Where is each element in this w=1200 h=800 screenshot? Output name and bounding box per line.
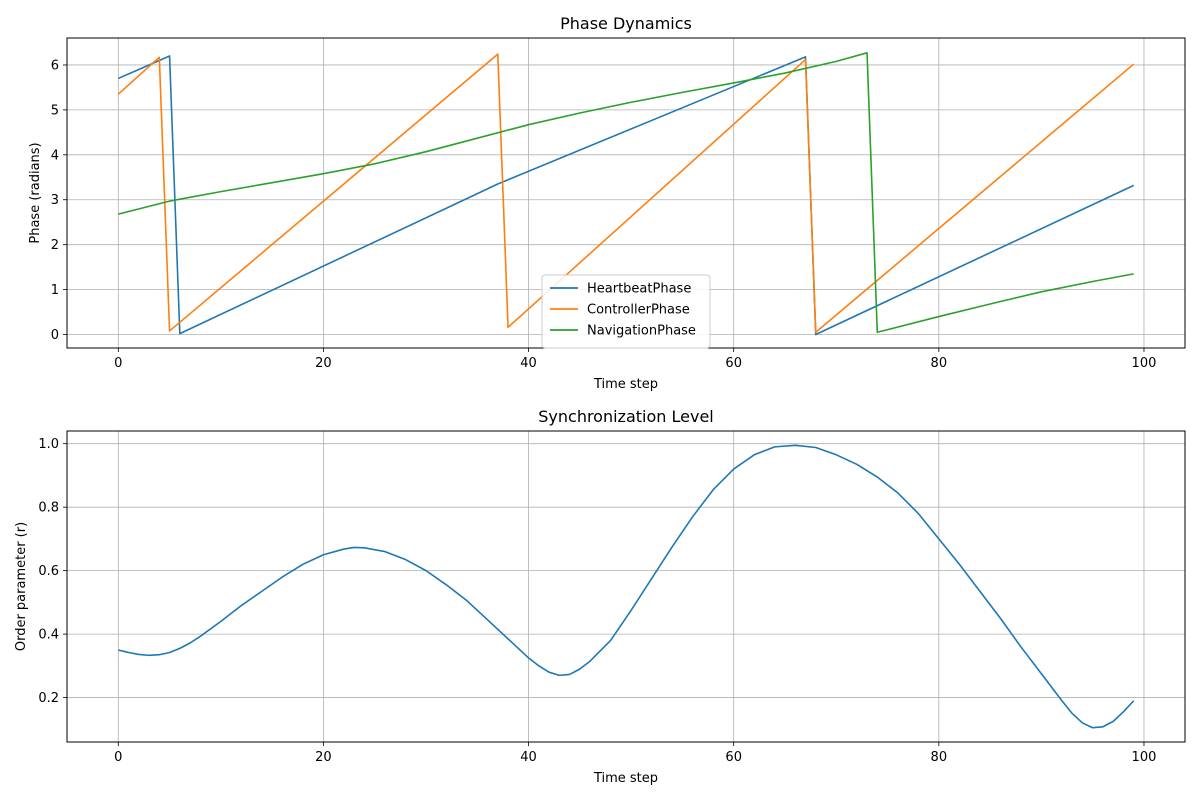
series-layer <box>117 52 1135 336</box>
x-tick-label: 60 <box>725 750 742 765</box>
x-axis-label: Time step <box>593 377 658 392</box>
y-tick-label: 0.2 <box>38 691 59 706</box>
phase-dynamics-chart: Phase Dynamics 0 20 40 60 80 100 0 1 2 3 4 5 6 Time … <box>28 14 1186 392</box>
y-axis-label: Phase (radians) <box>28 142 43 243</box>
x-tick-label: 100 <box>1132 750 1157 765</box>
grid-layer <box>67 431 1185 742</box>
synchronization-level-chart: Synchronization Level 0 20 40 60 80 100 0.2 0.4… <box>14 407 1186 786</box>
y-tick-label: 0.6 <box>38 564 59 579</box>
x-tick-label: 80 <box>931 750 948 765</box>
ticks-layer: 0 20 40 60 80 100 0 1 2 3 4 5 6 <box>51 58 1157 371</box>
heartbeat-phase-line <box>117 55 1135 336</box>
y-tick-label: 0.8 <box>38 501 59 516</box>
y-tick-label: 4 <box>51 148 59 163</box>
y-tick-label: 5 <box>51 103 59 118</box>
ticks-layer: 0 20 40 60 80 100 0.2 0.4 0.6 0.8 1.0 <box>38 437 1156 765</box>
y-tick-label: 6 <box>51 58 59 73</box>
controller-phase-line <box>117 53 1135 334</box>
x-axis-label: Time step <box>593 771 658 786</box>
chart-title: Phase Dynamics <box>560 14 692 33</box>
chart-title: Synchronization Level <box>538 407 713 426</box>
x-tick-label: 60 <box>725 356 742 371</box>
y-axis-label: Order parameter (r) <box>14 522 29 651</box>
legend: HeartbeatPhase ControllerPhase NavigationP… <box>541 274 711 349</box>
x-tick-label: 0 <box>114 356 122 371</box>
grid-layer <box>67 38 1185 348</box>
axes-frame <box>66 430 1186 743</box>
x-tick-label: 20 <box>315 356 332 371</box>
y-tick-label: 1.0 <box>38 437 59 452</box>
legend-label-heartbeat-phase: HeartbeatPhase <box>587 282 691 297</box>
x-tick-label: 0 <box>114 750 122 765</box>
y-tick-label: 2 <box>51 238 59 253</box>
x-tick-label: 100 <box>1132 356 1157 371</box>
legend-label-controller-phase: ControllerPhase <box>587 303 690 318</box>
x-tick-label: 80 <box>931 356 948 371</box>
series-layer <box>118 444 1135 729</box>
legend-label-navigation-phase: NavigationPhase <box>587 324 696 339</box>
navigation-phase-line <box>118 52 1134 334</box>
order-parameter-line <box>118 444 1135 729</box>
y-tick-label: 0 <box>51 328 59 343</box>
x-tick-label: 20 <box>315 750 332 765</box>
y-tick-label: 3 <box>51 193 59 208</box>
x-tick-label: 40 <box>520 750 537 765</box>
legend-box <box>541 274 711 349</box>
y-tick-label: 1 <box>51 283 59 298</box>
x-tick-label: 40 <box>520 356 537 371</box>
y-tick-label: 0.4 <box>38 628 59 643</box>
